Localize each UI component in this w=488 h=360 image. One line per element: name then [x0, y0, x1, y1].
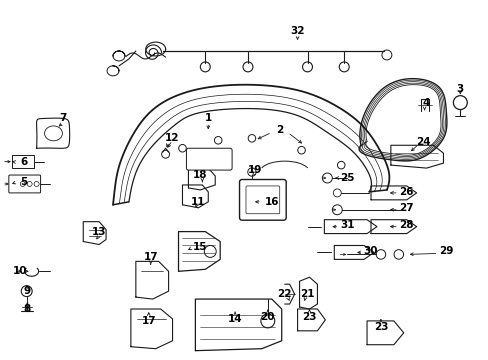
- Text: 6: 6: [20, 157, 27, 167]
- Text: 19: 19: [247, 165, 262, 175]
- Text: 29: 29: [438, 247, 453, 256]
- FancyBboxPatch shape: [186, 148, 232, 170]
- Text: 3: 3: [456, 84, 463, 94]
- Text: 26: 26: [399, 187, 413, 197]
- Text: 17: 17: [143, 252, 158, 262]
- Text: 5: 5: [20, 177, 27, 187]
- Text: 7: 7: [60, 113, 67, 123]
- Text: 32: 32: [290, 26, 304, 36]
- Text: 21: 21: [300, 289, 314, 299]
- Text: 27: 27: [399, 203, 413, 213]
- Text: 22: 22: [277, 289, 291, 299]
- Ellipse shape: [44, 126, 62, 141]
- Text: 17: 17: [141, 316, 156, 326]
- Text: 2: 2: [276, 125, 283, 135]
- Text: 4: 4: [422, 98, 429, 108]
- Text: 12: 12: [165, 133, 180, 143]
- Text: 31: 31: [339, 220, 354, 230]
- Text: 16: 16: [264, 197, 279, 207]
- Text: 18: 18: [193, 170, 207, 180]
- Text: 14: 14: [227, 314, 242, 324]
- Text: 25: 25: [339, 173, 354, 183]
- Text: 13: 13: [92, 226, 106, 237]
- Text: 15: 15: [193, 243, 207, 252]
- Text: 1: 1: [204, 113, 211, 123]
- Text: 28: 28: [399, 220, 413, 230]
- FancyBboxPatch shape: [239, 180, 285, 220]
- Text: 9: 9: [23, 286, 30, 296]
- Text: 23: 23: [373, 322, 387, 332]
- FancyBboxPatch shape: [9, 175, 41, 193]
- Bar: [12, 155, 34, 168]
- Text: 8: 8: [23, 304, 30, 314]
- Text: 30: 30: [363, 247, 378, 256]
- Text: 24: 24: [415, 137, 430, 147]
- Text: 23: 23: [302, 312, 316, 322]
- Text: 10: 10: [13, 266, 27, 276]
- Text: 20: 20: [260, 312, 275, 322]
- Text: 11: 11: [191, 197, 205, 207]
